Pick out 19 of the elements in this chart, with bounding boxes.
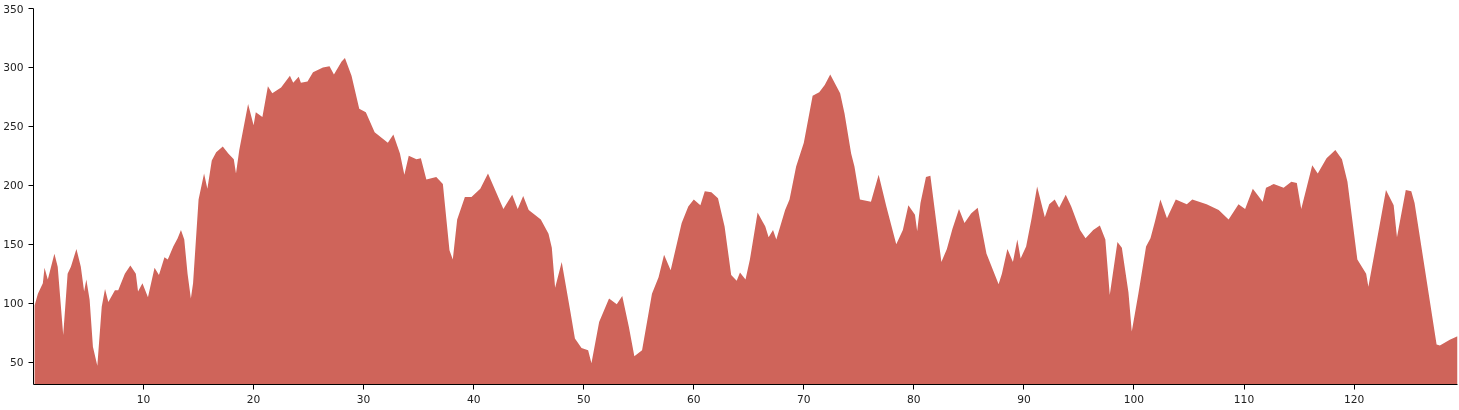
x-tick-label: 90 [1017, 392, 1031, 406]
y-tick-label: 150 [3, 238, 24, 252]
x-tick-label: 10 [136, 392, 151, 406]
y-tick-label: 350 [3, 2, 24, 16]
x-tick-label: 70 [797, 392, 811, 406]
y-tick-label: 300 [3, 61, 24, 75]
x-tick-label: 110 [1233, 392, 1255, 406]
x-tick-label: 100 [1123, 392, 1145, 406]
y-tick-label: 100 [3, 297, 24, 311]
x-tick-label: 30 [356, 392, 371, 406]
x-tick-label: 20 [246, 392, 261, 406]
x-tick-label: 80 [907, 392, 921, 406]
x-tick-label: 50 [576, 392, 591, 406]
y-tick-label: 250 [3, 120, 24, 134]
y-tick-label: 200 [3, 179, 24, 193]
x-tick-label: 40 [466, 392, 481, 406]
y-tick-label: 50 [9, 356, 24, 370]
x-tick-label: 120 [1343, 392, 1365, 406]
x-tick-label: 60 [687, 392, 701, 406]
